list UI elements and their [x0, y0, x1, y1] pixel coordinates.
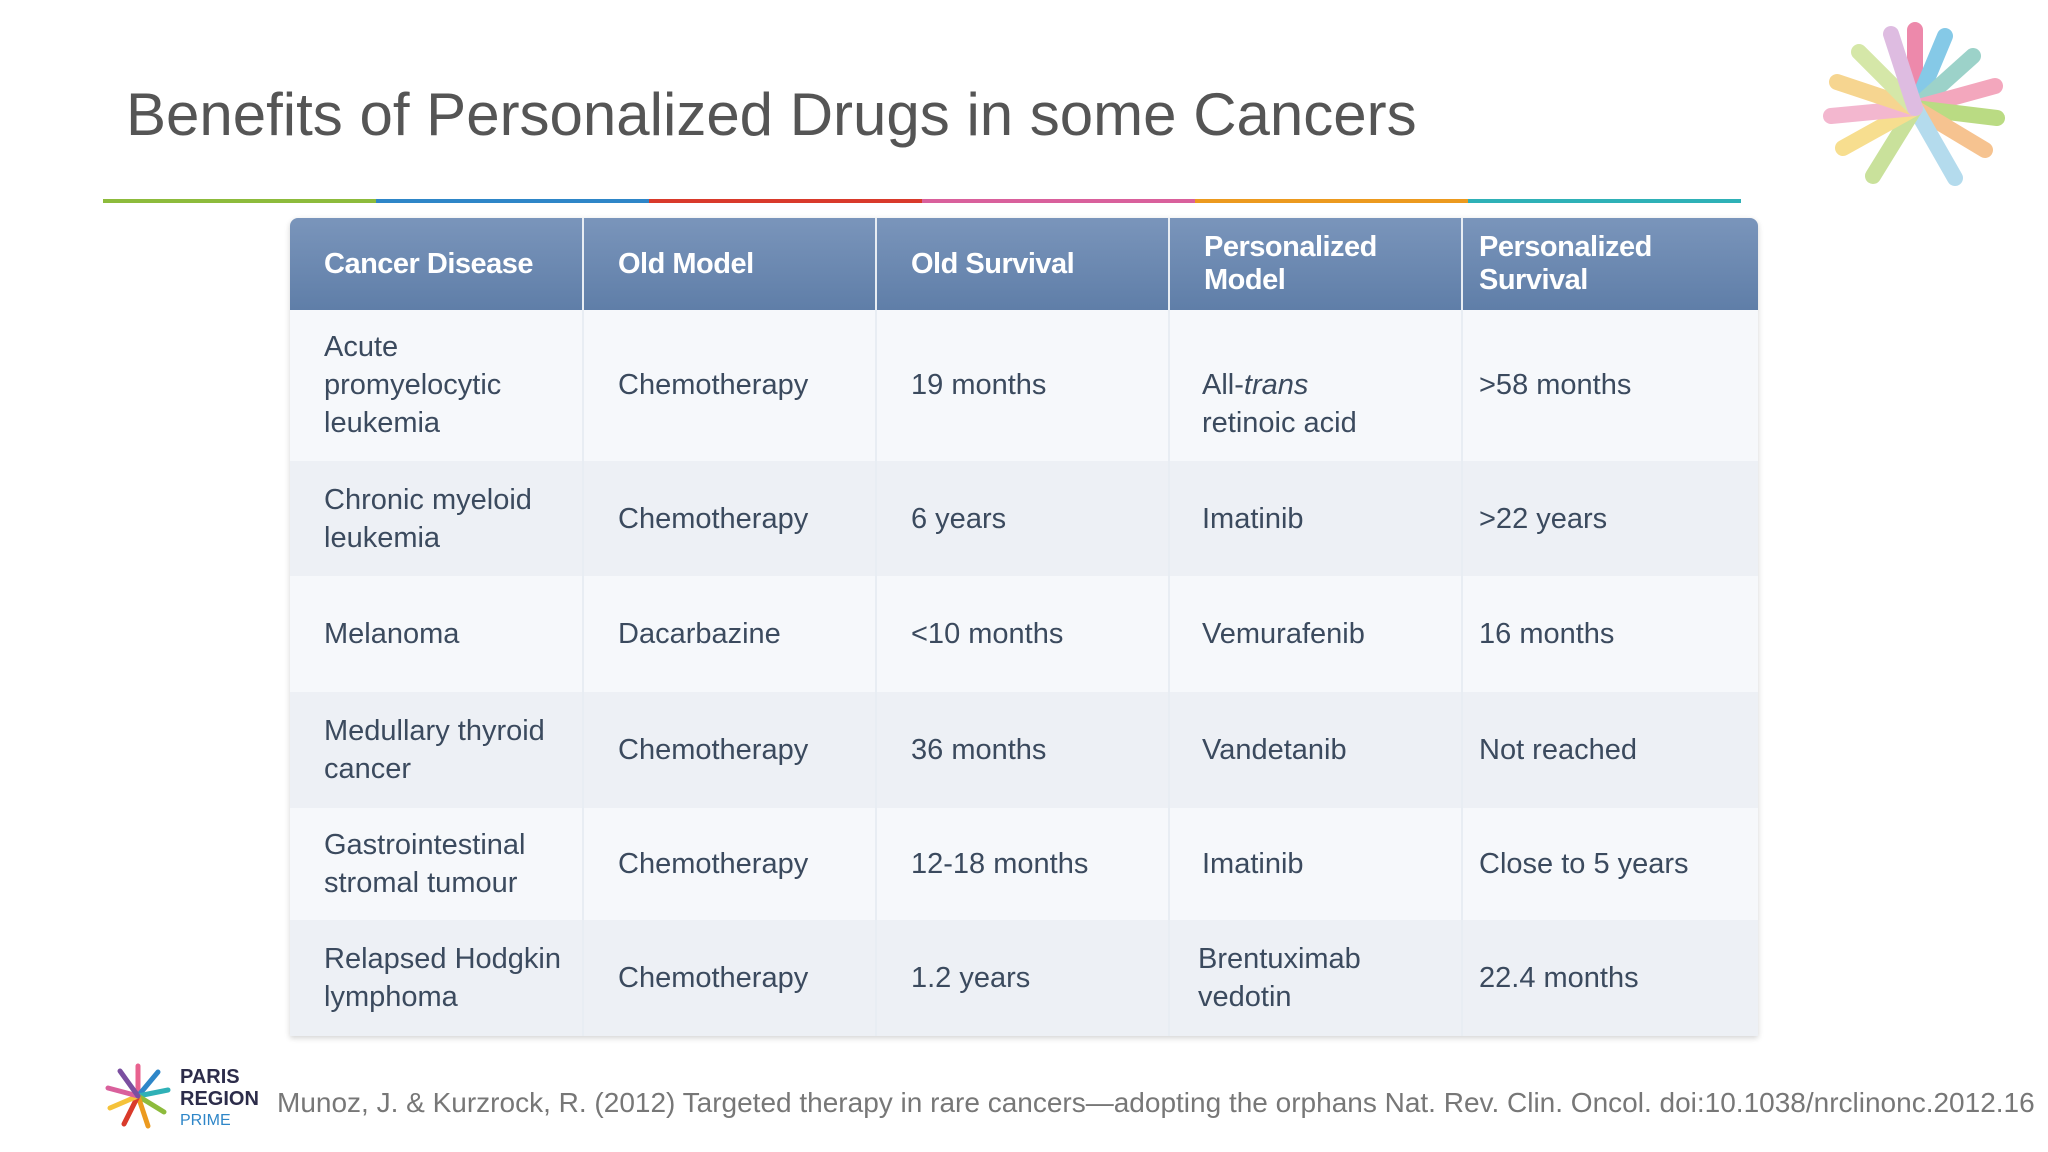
drug-comparison-table: Cancer Disease Old Model Old Survival Pe… [290, 218, 1758, 1036]
cell-personalized-model: Imatinib [1169, 807, 1463, 921]
cell-disease: Acute promyelocytic leukemia [290, 310, 584, 461]
cell-old-model: Chemotherapy [583, 692, 877, 808]
cell-personalized-model: All-trans retinoic acid [1169, 310, 1463, 461]
drug-name-suffix: retinoic acid [1202, 407, 1357, 440]
cell-disease: Chronic myeloid leukemia [290, 460, 584, 577]
cell-personalized-model: Brentuximab vedotin [1169, 920, 1463, 1036]
table-row: Acute promyelocytic leukemia Chemotherap… [290, 310, 1758, 461]
cell-personalized-survival: Not reached [1462, 692, 1758, 808]
cell-old-model: Chemotherapy [583, 920, 877, 1036]
table-row: Gastrointestinal stromal tumour Chemothe… [290, 807, 1758, 921]
cell-old-model: Chemotherapy [583, 460, 877, 577]
citation-text: Munoz, J. & Kurzrock, R. (2012) Targeted… [277, 1087, 2035, 1118]
cell-personalized-model: Vemurafenib [1169, 576, 1463, 693]
cell-personalized-survival: >22 years [1462, 460, 1758, 577]
color-divider [103, 199, 1741, 203]
cell-personalized-survival: >58 months [1462, 310, 1758, 461]
cell-disease: Relapsed Hodgkin lymphoma [290, 920, 584, 1036]
drug-name-italic: trans [1243, 369, 1309, 402]
cell-old-survival: 1.2 years [876, 920, 1170, 1036]
cell-old-survival: 6 years [876, 460, 1170, 577]
cell-disease: Medullary thyroid cancer [290, 692, 584, 808]
cell-disease: Melanoma [290, 576, 584, 693]
header-personalized-model: Personalized Model [1169, 218, 1463, 310]
cell-old-model: Dacarbazine [583, 576, 877, 693]
starburst-logo-icon [1823, 22, 2005, 186]
divider-segment [1468, 199, 1741, 203]
cell-old-survival: 19 months [876, 310, 1170, 461]
cell-old-survival: 12-18 months [876, 807, 1170, 921]
header-old-survival: Old Survival [876, 218, 1170, 310]
cell-old-survival: <10 months [876, 576, 1170, 693]
cell-old-survival: 36 months [876, 692, 1170, 808]
logo-text-prime: PRIME [180, 1112, 231, 1129]
cell-personalized-model: Imatinib [1169, 460, 1463, 577]
header-personalized-survival: Personalized Survival [1462, 218, 1758, 310]
cell-personalized-model: Vandetanib [1169, 692, 1463, 808]
cell-old-model: Chemotherapy [583, 310, 877, 461]
table-row: Chronic myeloid leukemia Chemotherapy 6 … [290, 460, 1758, 577]
cell-disease: Gastrointestinal stromal tumour [290, 807, 584, 921]
table-header-row: Cancer Disease Old Model Old Survival Pe… [290, 218, 1758, 310]
logo-text-region: REGION [180, 1088, 259, 1110]
paris-region-prime-logo: PARIS REGION PRIME [105, 1063, 259, 1129]
logo-text-paris: PARIS [180, 1066, 240, 1088]
divider-segment [649, 199, 922, 203]
divider-segment [103, 199, 376, 203]
header-cancer-disease: Cancer Disease [290, 218, 584, 310]
table-row: Relapsed Hodgkin lymphoma Chemotherapy 1… [290, 920, 1758, 1036]
divider-segment [922, 199, 1195, 203]
header-old-model: Old Model [583, 218, 877, 310]
cell-personalized-survival: Close to 5 years [1462, 807, 1758, 921]
drug-name-prefix: All- [1202, 369, 1244, 402]
cell-personalized-survival: 16 months [1462, 576, 1758, 693]
divider-segment [376, 199, 649, 203]
cell-personalized-survival: 22.4 months [1462, 920, 1758, 1036]
slide-title: Benefits of Personalized Drugs in some C… [126, 81, 1417, 148]
cell-old-model: Chemotherapy [583, 807, 877, 921]
table-row: Medullary thyroid cancer Chemotherapy 36… [290, 692, 1758, 808]
table-row: Melanoma Dacarbazine <10 months Vemurafe… [290, 576, 1758, 693]
divider-segment [1195, 199, 1468, 203]
